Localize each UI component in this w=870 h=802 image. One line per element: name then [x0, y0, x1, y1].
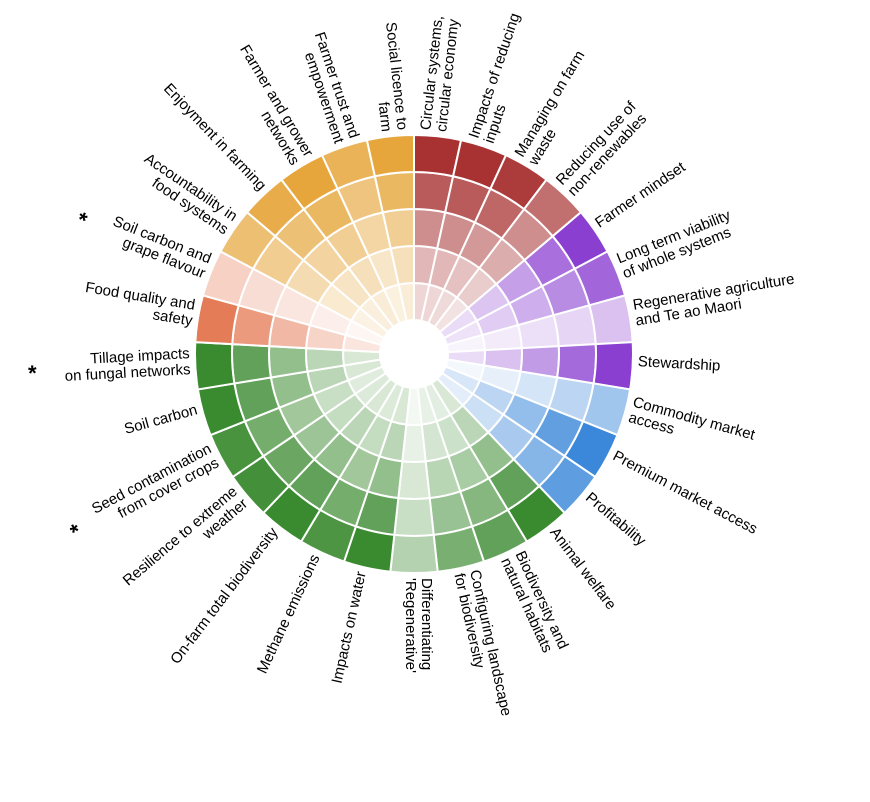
wedge	[589, 295, 632, 344]
wedge	[195, 342, 234, 389]
wedge	[375, 172, 414, 212]
wedge	[594, 342, 633, 389]
polar-bar-chart: Circular systems,circular economyImpacts…	[0, 0, 870, 802]
wedge	[394, 498, 433, 536]
wedge	[367, 135, 414, 176]
wedge	[390, 535, 437, 573]
wedge	[232, 344, 271, 383]
wedge	[398, 461, 429, 499]
segment-label: Differentiating'Regenerative'	[402, 578, 435, 673]
wedge	[269, 346, 307, 377]
